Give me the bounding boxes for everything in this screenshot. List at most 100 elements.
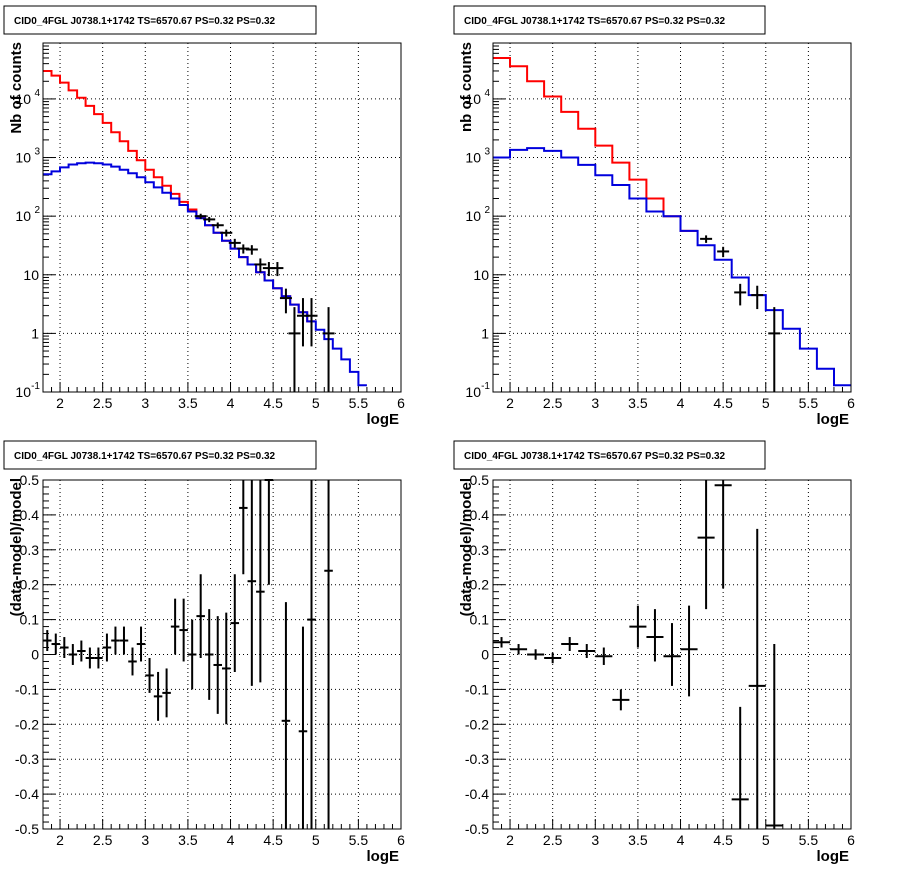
y-tick-label: 0.1 xyxy=(20,612,40,628)
x-tick-label: 4.5 xyxy=(713,395,733,411)
x-tick-label: 5 xyxy=(762,832,770,848)
x-axis-label: logE xyxy=(817,848,850,865)
y-tick-label-exponent: 3 xyxy=(34,147,40,158)
y-tick-label-exponent: -1 xyxy=(31,381,40,392)
x-tick-label: 6 xyxy=(847,832,855,848)
y-tick-label: -0.2 xyxy=(465,716,489,732)
x-axis-label: logE xyxy=(367,848,400,865)
y-tick-label: 10 xyxy=(15,208,31,224)
plot-area xyxy=(493,43,851,392)
chart-title: CID0_4FGL J0738.1+1742 TS=6570.67 PS=0.3… xyxy=(464,16,726,27)
title-box-counts-left: CID0_4FGL J0738.1+1742 TS=6570.67 PS=0.3… xyxy=(3,5,317,35)
y-tick-label: -0.5 xyxy=(15,821,39,837)
x-tick-label: 3 xyxy=(141,395,149,411)
x-tick-label: 4 xyxy=(227,832,235,848)
x-tick-label: 3 xyxy=(591,395,599,411)
chart-title: CID0_4FGL J0738.1+1742 TS=6570.67 PS=0.3… xyxy=(14,16,276,27)
x-tick-label: 4.5 xyxy=(263,832,283,848)
x-tick-label: 4 xyxy=(677,395,685,411)
x-tick-label: 5.5 xyxy=(349,395,369,411)
x-tick-label: 5.5 xyxy=(799,832,819,848)
y-tick-label-exponent: 4 xyxy=(484,88,490,99)
y-tick-label: -0.5 xyxy=(465,821,489,837)
x-tick-label: 3.5 xyxy=(628,832,648,848)
plot-area xyxy=(43,43,401,392)
y-tick-label: 10 xyxy=(473,267,489,283)
y-tick-label: -0.2 xyxy=(15,716,39,732)
x-tick-label: 5 xyxy=(312,395,320,411)
y-tick-label: -0.1 xyxy=(465,681,489,697)
title-box-counts-right: CID0_4FGL J0738.1+1742 TS=6570.67 PS=0.3… xyxy=(453,5,766,35)
x-tick-label: 5.5 xyxy=(349,832,369,848)
y-tick-label: 0 xyxy=(481,647,489,663)
y-tick-label: 10 xyxy=(465,208,481,224)
y-axis-label: (data-model)/model xyxy=(8,478,25,616)
x-axis-label: logE xyxy=(817,411,850,428)
y-tick-label: 0.4 xyxy=(20,507,40,523)
x-axis-label: logE xyxy=(367,411,400,428)
y-tick-label: 0.5 xyxy=(470,472,490,488)
y-tick-label: 0.3 xyxy=(470,542,490,558)
y-tick-label: 0.2 xyxy=(20,577,40,593)
x-tick-label: 2.5 xyxy=(93,832,113,848)
x-tick-label: 2.5 xyxy=(543,395,563,411)
y-tick-label: 10 xyxy=(23,267,39,283)
x-tick-label: 2 xyxy=(506,395,514,411)
y-tick-label: 1 xyxy=(481,325,489,341)
y-tick-label-exponent: 3 xyxy=(484,147,490,158)
x-tick-label: 5.5 xyxy=(799,395,819,411)
plot-frame xyxy=(492,479,852,830)
y-axis-label: (data-model)/model xyxy=(458,478,475,616)
x-tick-label: 3 xyxy=(141,832,149,848)
y-tick-label: 0.2 xyxy=(470,577,490,593)
x-tick-label: 4.5 xyxy=(263,395,283,411)
residual-plot-left: 2 2.5 3 3.5 4 4.5 5 5.5 6 -0.5 -0.4 -0.3 -0.2 -0.1 0 0.… xyxy=(15,472,405,848)
x-tick-label: 6 xyxy=(847,395,855,411)
histogram-series xyxy=(493,147,851,387)
residual-panel-left: 2 2.5 3 3.5 4 4.5 5 5.5 6 -0.5 -0.4 -0.3 -0.2 -0.1 0 0.… xyxy=(3,440,405,865)
x-tick-label: 5 xyxy=(762,395,770,411)
chart-title: CID0_4FGL J0738.1+1742 TS=6570.67 PS=0.3… xyxy=(14,451,276,462)
y-tick-label: 10 xyxy=(15,91,31,107)
y-tick-label: 0.3 xyxy=(20,542,40,558)
x-tick-label: 2.5 xyxy=(93,395,113,411)
x-tick-label: 2 xyxy=(56,832,64,848)
y-tick-label-exponent: 4 xyxy=(34,88,40,99)
y-axis-label: Nb of counts xyxy=(8,42,25,134)
plot-area xyxy=(43,480,401,829)
y-tick-label: 10 xyxy=(15,384,31,400)
plot-frame xyxy=(42,42,402,393)
histogram-series xyxy=(493,57,698,232)
y-tick-label: 0.1 xyxy=(470,612,490,628)
y-tick-label: -0.4 xyxy=(15,786,39,802)
title-box-residual-right: CID0_4FGL J0738.1+1742 TS=6570.67 PS=0.3… xyxy=(453,440,766,470)
x-tick-label: 5 xyxy=(312,832,320,848)
x-tick-label: 3.5 xyxy=(178,832,198,848)
x-tick-label: 3.5 xyxy=(628,395,648,411)
x-tick-label: 2 xyxy=(56,395,64,411)
x-tick-label: 3 xyxy=(591,832,599,848)
title-box-residual-left: CID0_4FGL J0738.1+1742 TS=6570.67 PS=0.3… xyxy=(3,440,317,470)
y-tick-label: 10 xyxy=(465,91,481,107)
residual-panel-right: 2 2.5 3 3.5 4 4.5 5 5.5 6 -0.5 -0.4 -0.3 -0.2 -0.1 0 0.… xyxy=(453,440,855,865)
x-tick-label: 4 xyxy=(227,395,235,411)
y-tick-label: 0.5 xyxy=(20,472,40,488)
x-tick-label: 4.5 xyxy=(713,832,733,848)
y-tick-label: -0.3 xyxy=(15,751,39,767)
plot-frame xyxy=(42,479,402,830)
x-tick-label: 6 xyxy=(397,832,405,848)
x-tick-label: 3.5 xyxy=(178,395,198,411)
residual-plot-right: 2 2.5 3 3.5 4 4.5 5 5.5 6 -0.5 -0.4 -0.3 -0.2 -0.1 0 0.… xyxy=(465,472,855,848)
chart-title: CID0_4FGL J0738.1+1742 TS=6570.67 PS=0.3… xyxy=(464,451,726,462)
y-axis-label: nb of counts xyxy=(458,42,475,132)
y-tick-label: -0.1 xyxy=(15,681,39,697)
y-tick-label-exponent: -1 xyxy=(481,381,490,392)
y-tick-label: 10 xyxy=(465,150,481,166)
y-tick-label: 0 xyxy=(31,647,39,663)
y-tick-label-exponent: 2 xyxy=(34,205,40,216)
